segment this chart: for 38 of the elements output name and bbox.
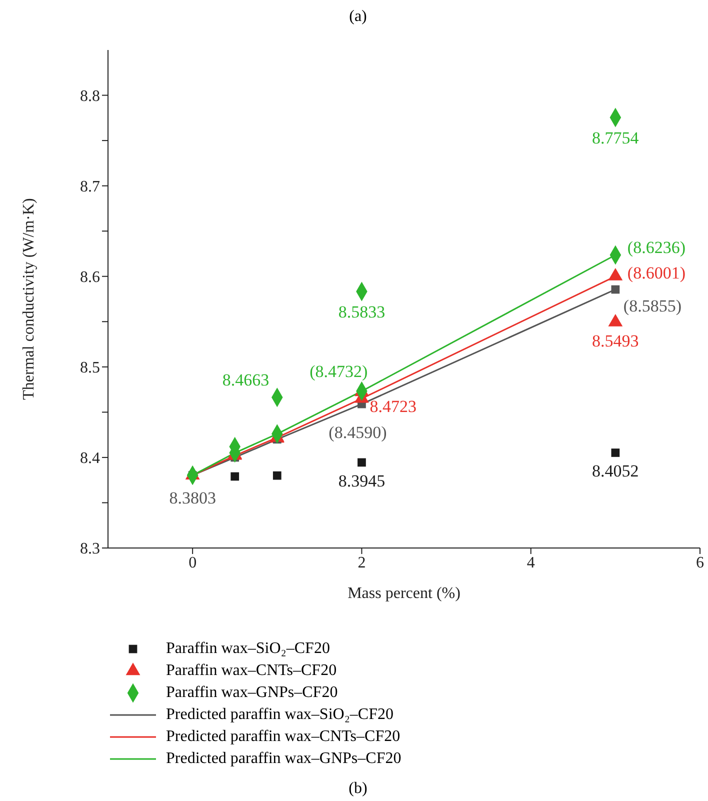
text: (b): [348, 780, 368, 798]
point: [272, 471, 282, 480]
y-tick-label: 8.4: [80, 450, 100, 468]
point: [358, 458, 366, 467]
data-label: 8.3803: [169, 488, 216, 508]
y-tick-label: 8.8: [80, 88, 100, 105]
chart-title: (a): [348, 8, 368, 27]
x-tick-label: 4: [526, 554, 535, 572]
data-label: 8.5833: [338, 302, 386, 322]
legend-label: Predicted paraffin wax–CNTs–CF20: [166, 728, 400, 746]
y-tick-label: 8.3: [80, 540, 100, 558]
data-label: 8.5493: [592, 331, 639, 350]
point: [611, 285, 620, 294]
data-label: (8.4732): [310, 362, 368, 382]
data-label: (8.4590): [328, 423, 387, 442]
x-tick-label: 0: [188, 554, 197, 572]
point: [230, 472, 240, 481]
y-tick-label: 8.6: [80, 269, 100, 286]
data-label: (8.6001): [627, 263, 686, 282]
data-label: 8.7754: [592, 128, 640, 148]
legend-label: Predicted paraffin wax–SiO₂–CF20: [166, 706, 394, 724]
legend-label: Predicted paraffin wax–GNPs–CF20: [166, 750, 402, 768]
data-label: 8.4723: [370, 396, 416, 416]
legend-label: Paraffin wax–GNPs–CF20: [166, 684, 338, 702]
y-tick-label: 8.7: [80, 178, 100, 196]
data-label: 8.3945: [338, 471, 386, 490]
x-tick-label: 2: [358, 554, 366, 572]
x-tick-label: 6: [696, 554, 704, 572]
data-label: 8.4663: [222, 370, 270, 390]
y-axis-title: Thermal conductivity (W/m·K): [20, 198, 38, 400]
y-tick-label: 8.5: [80, 360, 100, 377]
data-label: (8.6236): [627, 238, 686, 257]
legend-label: Paraffin wax–SiO₂–CF20: [166, 640, 330, 658]
point: [611, 448, 620, 457]
x-axis-title: Mass percent (%): [348, 585, 460, 602]
data-label: (8.5855): [623, 296, 682, 316]
data-label: 8.4052: [592, 462, 639, 481]
legend-label: Paraffin wax–CNTs–CF20: [166, 662, 337, 680]
